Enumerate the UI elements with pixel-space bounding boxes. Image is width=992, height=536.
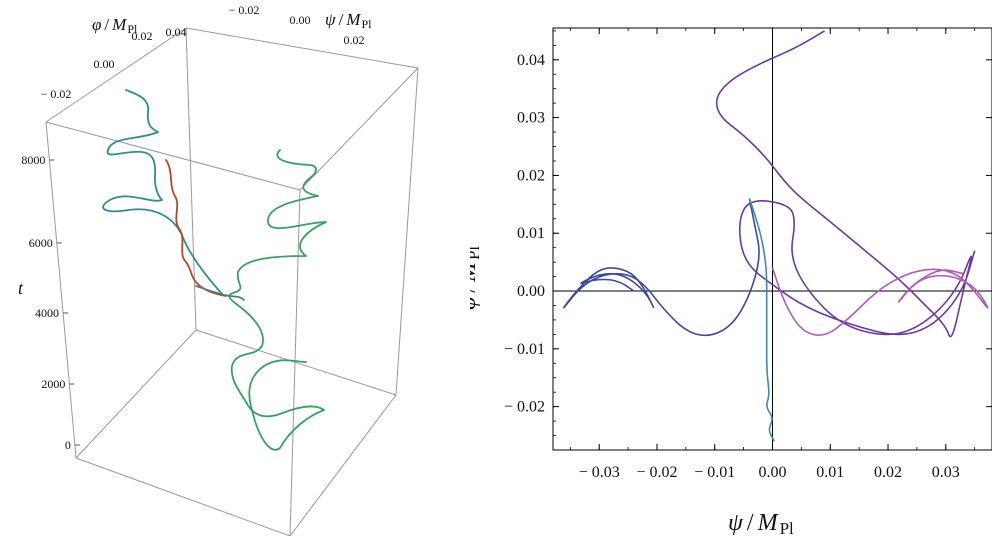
psi-axis-label: ψ / MPl xyxy=(325,10,372,31)
t-tick-label: 6000 xyxy=(29,236,53,250)
t-axis-label: t xyxy=(18,278,24,298)
t-axis-ticks: 0 2000 4000 6000 8000 xyxy=(21,153,80,452)
psi-tick-label: − 0.02 xyxy=(229,3,260,17)
x-tick-label: − 0.03 xyxy=(579,464,620,481)
phi-tick-label: 0.00 xyxy=(94,57,115,71)
y-tick-label: 0.03 xyxy=(517,110,545,127)
x-tick-label: − 0.01 xyxy=(694,464,735,481)
psi-tick-label: 0.02 xyxy=(344,33,365,47)
phi-axis-ticks: 0.04 0.02 0.00 − 0.02 xyxy=(41,25,187,101)
t-tick-label: 0 xyxy=(65,438,71,452)
phi-axis-label: φ / MPl xyxy=(92,15,138,36)
y-tick-label: 0.04 xyxy=(517,52,545,69)
psi-axis-ticks: − 0.02 0.00 0.02 xyxy=(229,3,365,47)
x-axis-label: ψ / M Pl xyxy=(728,510,794,536)
trajectory-upper-left xyxy=(102,89,223,295)
y-tick-label: 0.01 xyxy=(517,225,545,242)
x-tick-label: 0.01 xyxy=(816,464,844,481)
series-line-2 xyxy=(562,198,760,337)
y-tick-label: − 0.02 xyxy=(504,399,545,416)
y-tick-label: 0.00 xyxy=(517,283,545,300)
y-axis-label: φ/MPl xyxy=(470,246,483,310)
zero-axes xyxy=(553,28,992,450)
series-line-0 xyxy=(715,30,976,338)
y-tick-label: − 0.01 xyxy=(504,341,545,358)
x-axis-ticks: − 0.03 − 0.02 − 0.01 0.00 0.01 0.02 0.03 xyxy=(569,28,976,481)
chart-phase-plane: − 0.03− 0.02− 0.01 0.00 0.01 0.02 0.03 0.040… xyxy=(470,27,992,536)
trajectory-center-red xyxy=(165,159,227,297)
series-lines xyxy=(562,30,989,442)
t-tick-label: 2000 xyxy=(41,377,65,391)
series-line-1 xyxy=(771,267,989,336)
t-tick-label: 4000 xyxy=(35,306,59,320)
trajectory-join xyxy=(195,285,245,301)
x-tick-label: 0.00 xyxy=(759,464,787,481)
phi-tick-label: 0.02 xyxy=(132,29,153,43)
x-tick-label: 0.03 xyxy=(932,464,960,481)
y-tick-label: 0.02 xyxy=(517,167,545,184)
phi-tick-label: 0.04 xyxy=(166,25,187,39)
psi-tick-label: 0.00 xyxy=(290,13,311,27)
trajectory-right xyxy=(228,149,327,451)
x-tick-label: 0.02 xyxy=(874,464,902,481)
trajectories-3d xyxy=(102,89,327,451)
y-axis-ticks: 0.04 0.03 0.02 0.01 0.00 − 0.01 − 0.02 xyxy=(504,30,992,436)
chart-3d-trajectory: 0 2000 4000 6000 8000 0.04 0.02 0.00 − 0.02 − 0… xyxy=(18,3,419,536)
box-frame xyxy=(45,27,419,536)
phi-tick-label: − 0.02 xyxy=(41,87,72,101)
t-tick-label: 8000 xyxy=(21,153,45,167)
x-tick-label: − 0.02 xyxy=(636,464,677,481)
series-line-3 xyxy=(748,198,775,442)
